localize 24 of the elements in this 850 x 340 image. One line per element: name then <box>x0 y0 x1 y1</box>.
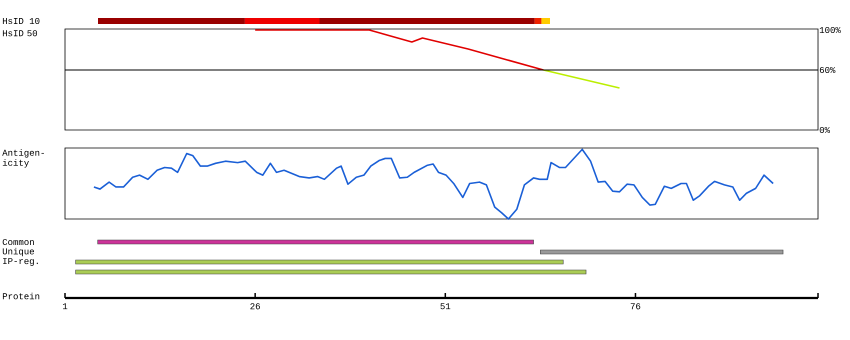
y-tick-label: 60% <box>820 66 836 74</box>
y-tick-label: HsID 10 <box>2 18 40 24</box>
bar <box>98 18 245 24</box>
line-series <box>254 29 544 71</box>
y-tick-label: Common <box>2 238 34 246</box>
x-tick-label: 51 <box>440 303 450 310</box>
y-tick-label: 100% <box>820 26 841 34</box>
bar <box>540 250 784 254</box>
bar <box>244 18 320 24</box>
y-axis-title: Antigen-icity <box>2 149 44 168</box>
y-tick-label: IP-reg. <box>3 258 38 266</box>
bar <box>75 270 586 274</box>
bar <box>97 240 534 244</box>
x-axis-title: Protein <box>2 292 40 300</box>
y-tick-label: 0% <box>820 126 830 134</box>
bar <box>534 18 542 24</box>
bar <box>75 260 564 264</box>
y-axis-title: HsID 50 <box>2 30 38 36</box>
y-tick-label: Unique <box>2 248 34 256</box>
x-tick-label: 1 <box>62 303 68 310</box>
bar <box>319 18 535 24</box>
bar <box>541 18 550 24</box>
x-tick-label: 26 <box>250 303 260 310</box>
x-tick-label: 76 <box>630 303 640 310</box>
